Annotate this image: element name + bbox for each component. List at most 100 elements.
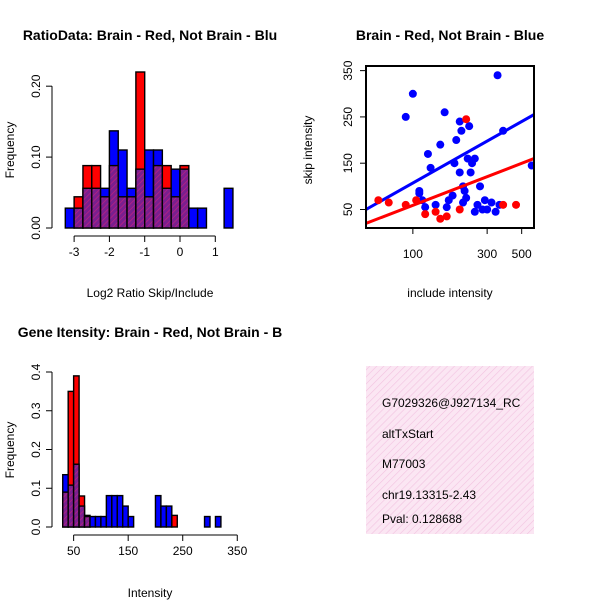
blue-point: [466, 168, 475, 177]
blue-point: [442, 203, 451, 212]
blue-point: [426, 163, 435, 172]
info-panel: G7029326@J927134_RC altTxStart M77003 ch…: [366, 366, 534, 534]
blue-bar: [122, 505, 129, 528]
blue-bar: [223, 187, 234, 229]
y-tick-label: 0.00: [29, 216, 43, 240]
y-tick-label: 0.0: [29, 518, 43, 535]
overlap-bar: [99, 196, 111, 229]
ratio-histogram-ylabel: Frequency: [3, 122, 17, 179]
red-point: [431, 207, 440, 216]
y-tick-label: 250: [341, 107, 355, 127]
overlap-bar: [82, 187, 93, 229]
blue-point: [460, 186, 469, 195]
red-point: [384, 198, 393, 207]
red-fit-line: [366, 157, 534, 225]
blue-point: [455, 168, 464, 177]
y-tick-label: 0.3: [29, 402, 43, 419]
y-tick-label: 0.4: [29, 363, 43, 380]
blue-bar: [105, 494, 113, 528]
overlap-bar: [144, 196, 155, 229]
intensity-histogram-xlabel: Intensity: [128, 586, 173, 600]
blue-point: [423, 149, 432, 158]
red-point: [462, 115, 471, 124]
x-tick-label: 350: [227, 544, 247, 558]
blue-point: [465, 122, 474, 131]
intensity-histogram-ylabel: Frequency: [3, 422, 17, 479]
blue-point: [487, 198, 496, 207]
ratio-histogram-title: RatioData: Brain - Red, Not Brain - Blu: [23, 27, 277, 43]
ratio-histogram-axes: 0.00 0.10 0.20 -3 -2 -1 0 1: [29, 74, 219, 259]
blue-bar: [100, 515, 108, 528]
intensity-histogram-axes: 0.0 0.1 0.2 0.3 0.4 50 150 250 350: [29, 363, 248, 558]
scatter-points: [366, 71, 534, 225]
ratio-histogram-bars: [64, 71, 234, 229]
overlap-bar: [179, 168, 190, 229]
y-tick-label: 0.2: [29, 441, 43, 458]
blue-bar: [160, 505, 168, 528]
intensity-scatter: Brain - Red, Not Brain - Blue 50 150 250 35…: [301, 27, 544, 300]
overlap-bar: [161, 187, 172, 229]
x-tick-label: -2: [104, 245, 115, 259]
x-tick-label: 150: [118, 544, 138, 558]
intensity-histogram-title: Gene Itensity: Brain - Red, Not Brain - …: [18, 324, 282, 340]
blue-bar: [203, 515, 211, 528]
blue-bar: [89, 515, 97, 528]
blue-point: [448, 191, 457, 200]
blue-bar: [127, 515, 135, 528]
blue-bar: [214, 515, 222, 528]
blue-point: [476, 182, 485, 191]
info-panel-background: [366, 366, 534, 534]
blue-point: [408, 89, 417, 98]
scatter-ylabel: skip intensity: [301, 116, 315, 185]
info-id: G7029326@J927134_RC: [382, 396, 521, 410]
blue-bar: [188, 207, 199, 229]
overlap-bar: [108, 164, 119, 229]
overlap-bar: [72, 463, 80, 528]
blue-point: [440, 108, 449, 117]
info-pval: Pval: 0.128688: [382, 512, 462, 526]
blue-point: [491, 207, 500, 216]
red-bar: [171, 514, 178, 528]
x-tick-label: -3: [69, 245, 80, 259]
y-tick-label: 350: [341, 60, 355, 80]
overlap-bar: [67, 484, 75, 528]
overlap-bar: [170, 196, 181, 229]
blue-point: [452, 136, 461, 145]
red-point: [436, 214, 445, 223]
x-tick-label: 1: [212, 245, 219, 259]
ratio-histogram: RatioData: Brain - Red, Not Brain - Blu …: [3, 27, 277, 300]
scatter-xlabel: include intensity: [407, 286, 492, 300]
blue-point: [470, 154, 479, 163]
blue-point: [478, 205, 487, 214]
blue-bar: [154, 494, 162, 528]
blue-bar: [111, 494, 118, 528]
x-tick-label: -1: [139, 245, 150, 259]
x-tick-label: 50: [67, 544, 81, 558]
blue-point: [470, 207, 479, 216]
overlap-bar: [152, 164, 164, 229]
overlap-bar: [78, 505, 86, 528]
overlap-bar: [62, 491, 69, 528]
red-point: [455, 205, 464, 214]
blue-point: [401, 112, 410, 121]
scatter-frame: [365, 65, 535, 229]
ratio-histogram-xlabel: Log2 Ratio Skip/Include: [87, 286, 214, 300]
red-point: [421, 210, 430, 219]
scatter-title: Brain - Red, Not Brain - Blue: [356, 27, 544, 43]
intensity-histogram: Gene Itensity: Brain - Red, Not Brain - …: [3, 324, 282, 600]
y-tick-label: 0.10: [29, 145, 43, 169]
blue-point: [415, 189, 424, 198]
red-point: [499, 200, 508, 209]
red-point: [512, 200, 521, 209]
red-point: [442, 212, 451, 221]
blue-point: [457, 126, 466, 135]
blue-bar: [196, 207, 208, 229]
info-locus: chr19.13315-2.43: [382, 488, 476, 502]
scatter-plot-area: 50 150 250 350 100 300 500: [341, 60, 535, 261]
info-gene: M77003: [382, 457, 426, 471]
x-tick-label: 300: [477, 247, 497, 261]
x-tick-label: 250: [173, 544, 193, 558]
blue-fit-line: [366, 113, 534, 211]
blue-point: [459, 198, 468, 207]
